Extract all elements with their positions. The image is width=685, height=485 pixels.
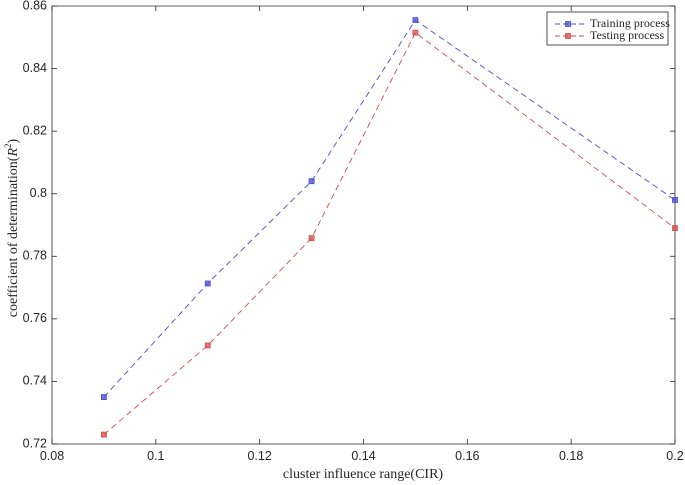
legend: Training process Testing process [546, 11, 670, 46]
data-point-training [412, 17, 419, 23]
y-tick-label: 0.72 [23, 436, 47, 450]
x-tick-label: 0.18 [559, 449, 583, 463]
data-point-testing [672, 225, 678, 232]
series-line-training [103, 19, 676, 398]
y-tick-label: 0.78 [23, 249, 47, 263]
y-tick-label: 0.86 [23, 0, 47, 12]
data-point-training [204, 280, 211, 287]
y-axis-label: coefficient of determination(R2) [3, 138, 21, 317]
data-point-training [101, 394, 107, 400]
x-tick-label: 0.16 [455, 449, 479, 463]
x-axis-label: cluster influence range(CIR) [283, 467, 443, 482]
y-ticks: 0.72 0.74 0.76 0.78 0.8 0.82 0.84 0.86 [23, 0, 675, 450]
x-tick-label: 0.12 [247, 449, 271, 463]
data-point-testing [412, 29, 419, 36]
data-point-training [672, 197, 678, 203]
legend-marker-testing [565, 33, 571, 39]
x-tick-label: 0.14 [351, 449, 375, 463]
legend-box [546, 11, 669, 46]
y-tick-label: 0.8 [30, 186, 47, 200]
legend-label-training: Training process [590, 16, 670, 30]
data-point-testing [101, 431, 107, 438]
x-tick-label: 0.1 [147, 449, 164, 463]
legend-label-testing: Testing process [590, 28, 664, 42]
data-point-training [308, 178, 315, 185]
data-point-testing [308, 235, 315, 242]
series-group [101, 17, 678, 438]
x-tick-label: 0.2 [666, 449, 683, 463]
data-point-testing [204, 342, 211, 349]
series-line-testing [103, 31, 676, 435]
x-tick-label: 0.08 [40, 449, 64, 463]
y-tick-label: 0.74 [23, 374, 47, 388]
x-ticks: 0.08 0.1 0.12 0.14 0.16 0.18 0.2 [40, 6, 684, 463]
y-tick-label: 0.82 [23, 123, 47, 137]
legend-marker-training [565, 21, 571, 27]
y-tick-label: 0.84 [23, 61, 47, 75]
y-tick-label: 0.76 [23, 311, 47, 325]
